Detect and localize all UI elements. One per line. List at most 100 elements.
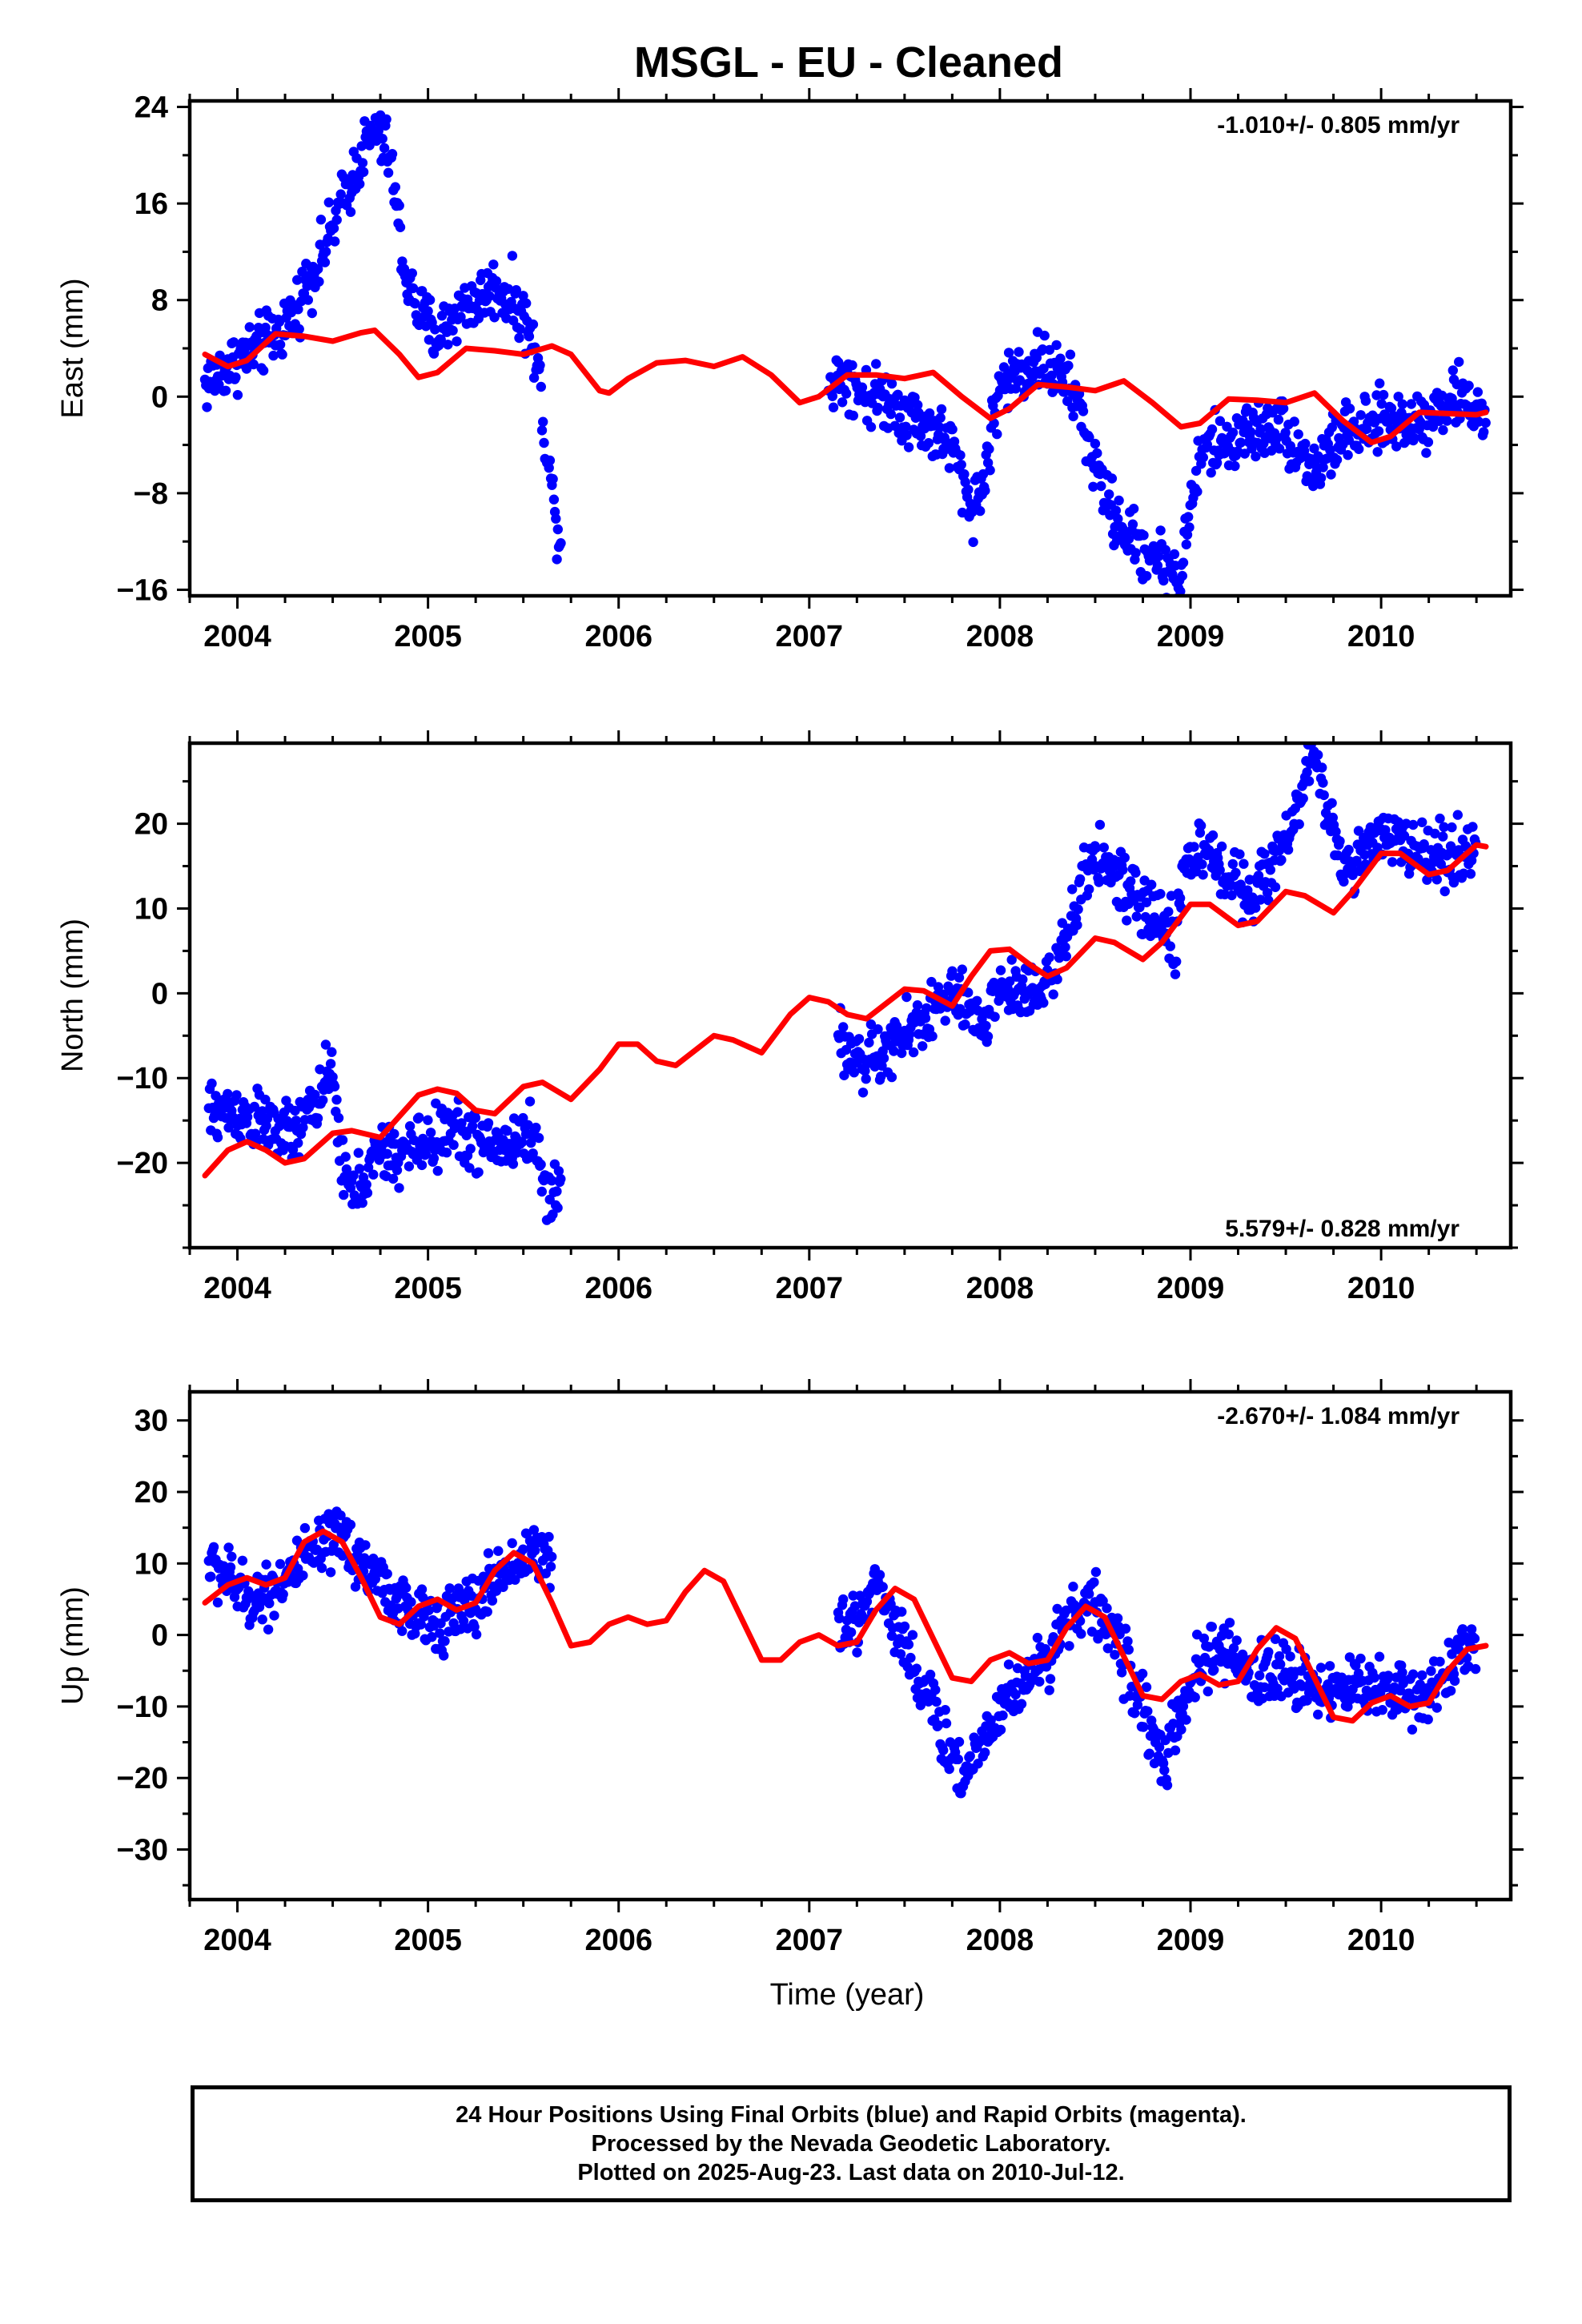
east-point: [1158, 575, 1169, 586]
east-points: [199, 110, 1491, 596]
east-point: [528, 319, 539, 330]
footer-line-2: Processed by the Nevada Geodetic Laborat…: [591, 2131, 1111, 2157]
north-point: [348, 1170, 359, 1180]
up-point: [1138, 1722, 1149, 1732]
east-point: [1068, 411, 1078, 422]
up-point: [1010, 1689, 1021, 1700]
up-point: [1176, 1724, 1186, 1735]
east-point: [355, 179, 365, 189]
up-x-tick-label: 2010: [1347, 1924, 1415, 1957]
east-point: [909, 392, 920, 403]
east-point: [886, 378, 897, 389]
east-point: [1207, 424, 1218, 435]
north-point: [1447, 822, 1457, 833]
east-point: [865, 422, 877, 432]
east-point: [345, 207, 356, 217]
east-point: [424, 295, 436, 305]
east-point: [535, 360, 545, 371]
east-point: [1051, 340, 1062, 351]
north-point: [960, 1019, 970, 1030]
north-point: [1265, 865, 1276, 875]
east-point: [1360, 396, 1371, 406]
north-point: [452, 1107, 463, 1117]
east-point: [1235, 437, 1247, 448]
north-point: [1163, 907, 1174, 917]
north-point: [508, 1159, 519, 1169]
up-x-tick-label: 2009: [1157, 1924, 1225, 1957]
north-fit-line: [202, 842, 1489, 1179]
east-point: [514, 332, 524, 344]
east-point: [399, 263, 410, 274]
east-point: [220, 385, 231, 396]
up-point: [1162, 1780, 1173, 1791]
up-point: [845, 1627, 857, 1638]
east-point: [536, 425, 548, 436]
up-point: [416, 1584, 428, 1594]
north-x-tick-label: 2008: [966, 1272, 1034, 1305]
north-point: [363, 1162, 374, 1172]
up-x-tick-label: 2005: [394, 1924, 462, 1957]
north-point: [1263, 895, 1274, 906]
up-point: [518, 1544, 528, 1554]
east-point: [488, 259, 499, 270]
east-point: [1373, 426, 1384, 436]
east-point: [484, 291, 495, 301]
north-point: [1073, 904, 1083, 915]
up-point: [435, 1628, 445, 1638]
up-point: [237, 1555, 248, 1566]
north-point: [327, 1047, 337, 1057]
up-point: [1032, 1632, 1043, 1643]
east-point: [231, 372, 241, 383]
east-point: [935, 412, 946, 423]
north-point: [849, 1068, 860, 1078]
east-point: [331, 215, 342, 225]
north-point: [1067, 884, 1078, 895]
up-point: [1324, 1661, 1335, 1671]
up-x-tick-label: 2008: [966, 1924, 1034, 1957]
up-point: [1130, 1708, 1140, 1719]
east-point: [552, 524, 563, 535]
up-point: [998, 1710, 1008, 1721]
east-point: [381, 114, 391, 125]
east-point: [315, 215, 327, 225]
north-point: [505, 1139, 516, 1149]
north-point: [1431, 875, 1443, 885]
east-point: [1152, 561, 1163, 571]
up-point: [1170, 1745, 1181, 1755]
up-point: [911, 1663, 922, 1674]
east-point: [297, 267, 307, 277]
up-point: [877, 1582, 888, 1592]
east-point: [430, 324, 440, 335]
east-point: [491, 275, 502, 287]
north-point: [465, 1144, 476, 1154]
up-point: [458, 1615, 469, 1626]
east-point: [901, 421, 911, 432]
up-point: [905, 1652, 916, 1663]
east-point: [407, 268, 417, 279]
east-point: [1039, 330, 1050, 341]
up-point: [227, 1551, 237, 1562]
north-point: [981, 1020, 991, 1031]
up-point: [1231, 1635, 1242, 1646]
up-point: [261, 1559, 271, 1570]
east-point: [923, 438, 934, 448]
north-point: [357, 1197, 367, 1208]
north-point: [1448, 877, 1460, 888]
up-point: [1132, 1699, 1143, 1711]
east-point: [538, 416, 548, 427]
east-point: [1192, 486, 1203, 497]
up-point: [903, 1639, 914, 1650]
east-point: [955, 450, 966, 460]
north-point: [404, 1121, 416, 1132]
north-point: [990, 1011, 1000, 1022]
up-point: [1137, 1668, 1148, 1679]
north-point: [425, 1128, 436, 1138]
north-point: [553, 1166, 564, 1176]
north-point: [1253, 870, 1264, 881]
north-point: [1407, 819, 1419, 830]
north-rate-label: 5.579+/- 0.828 mm/yr: [1225, 1216, 1460, 1242]
east-point: [1391, 441, 1402, 452]
east-point: [456, 312, 466, 322]
north-point: [1343, 844, 1354, 855]
east-point: [1181, 539, 1192, 550]
